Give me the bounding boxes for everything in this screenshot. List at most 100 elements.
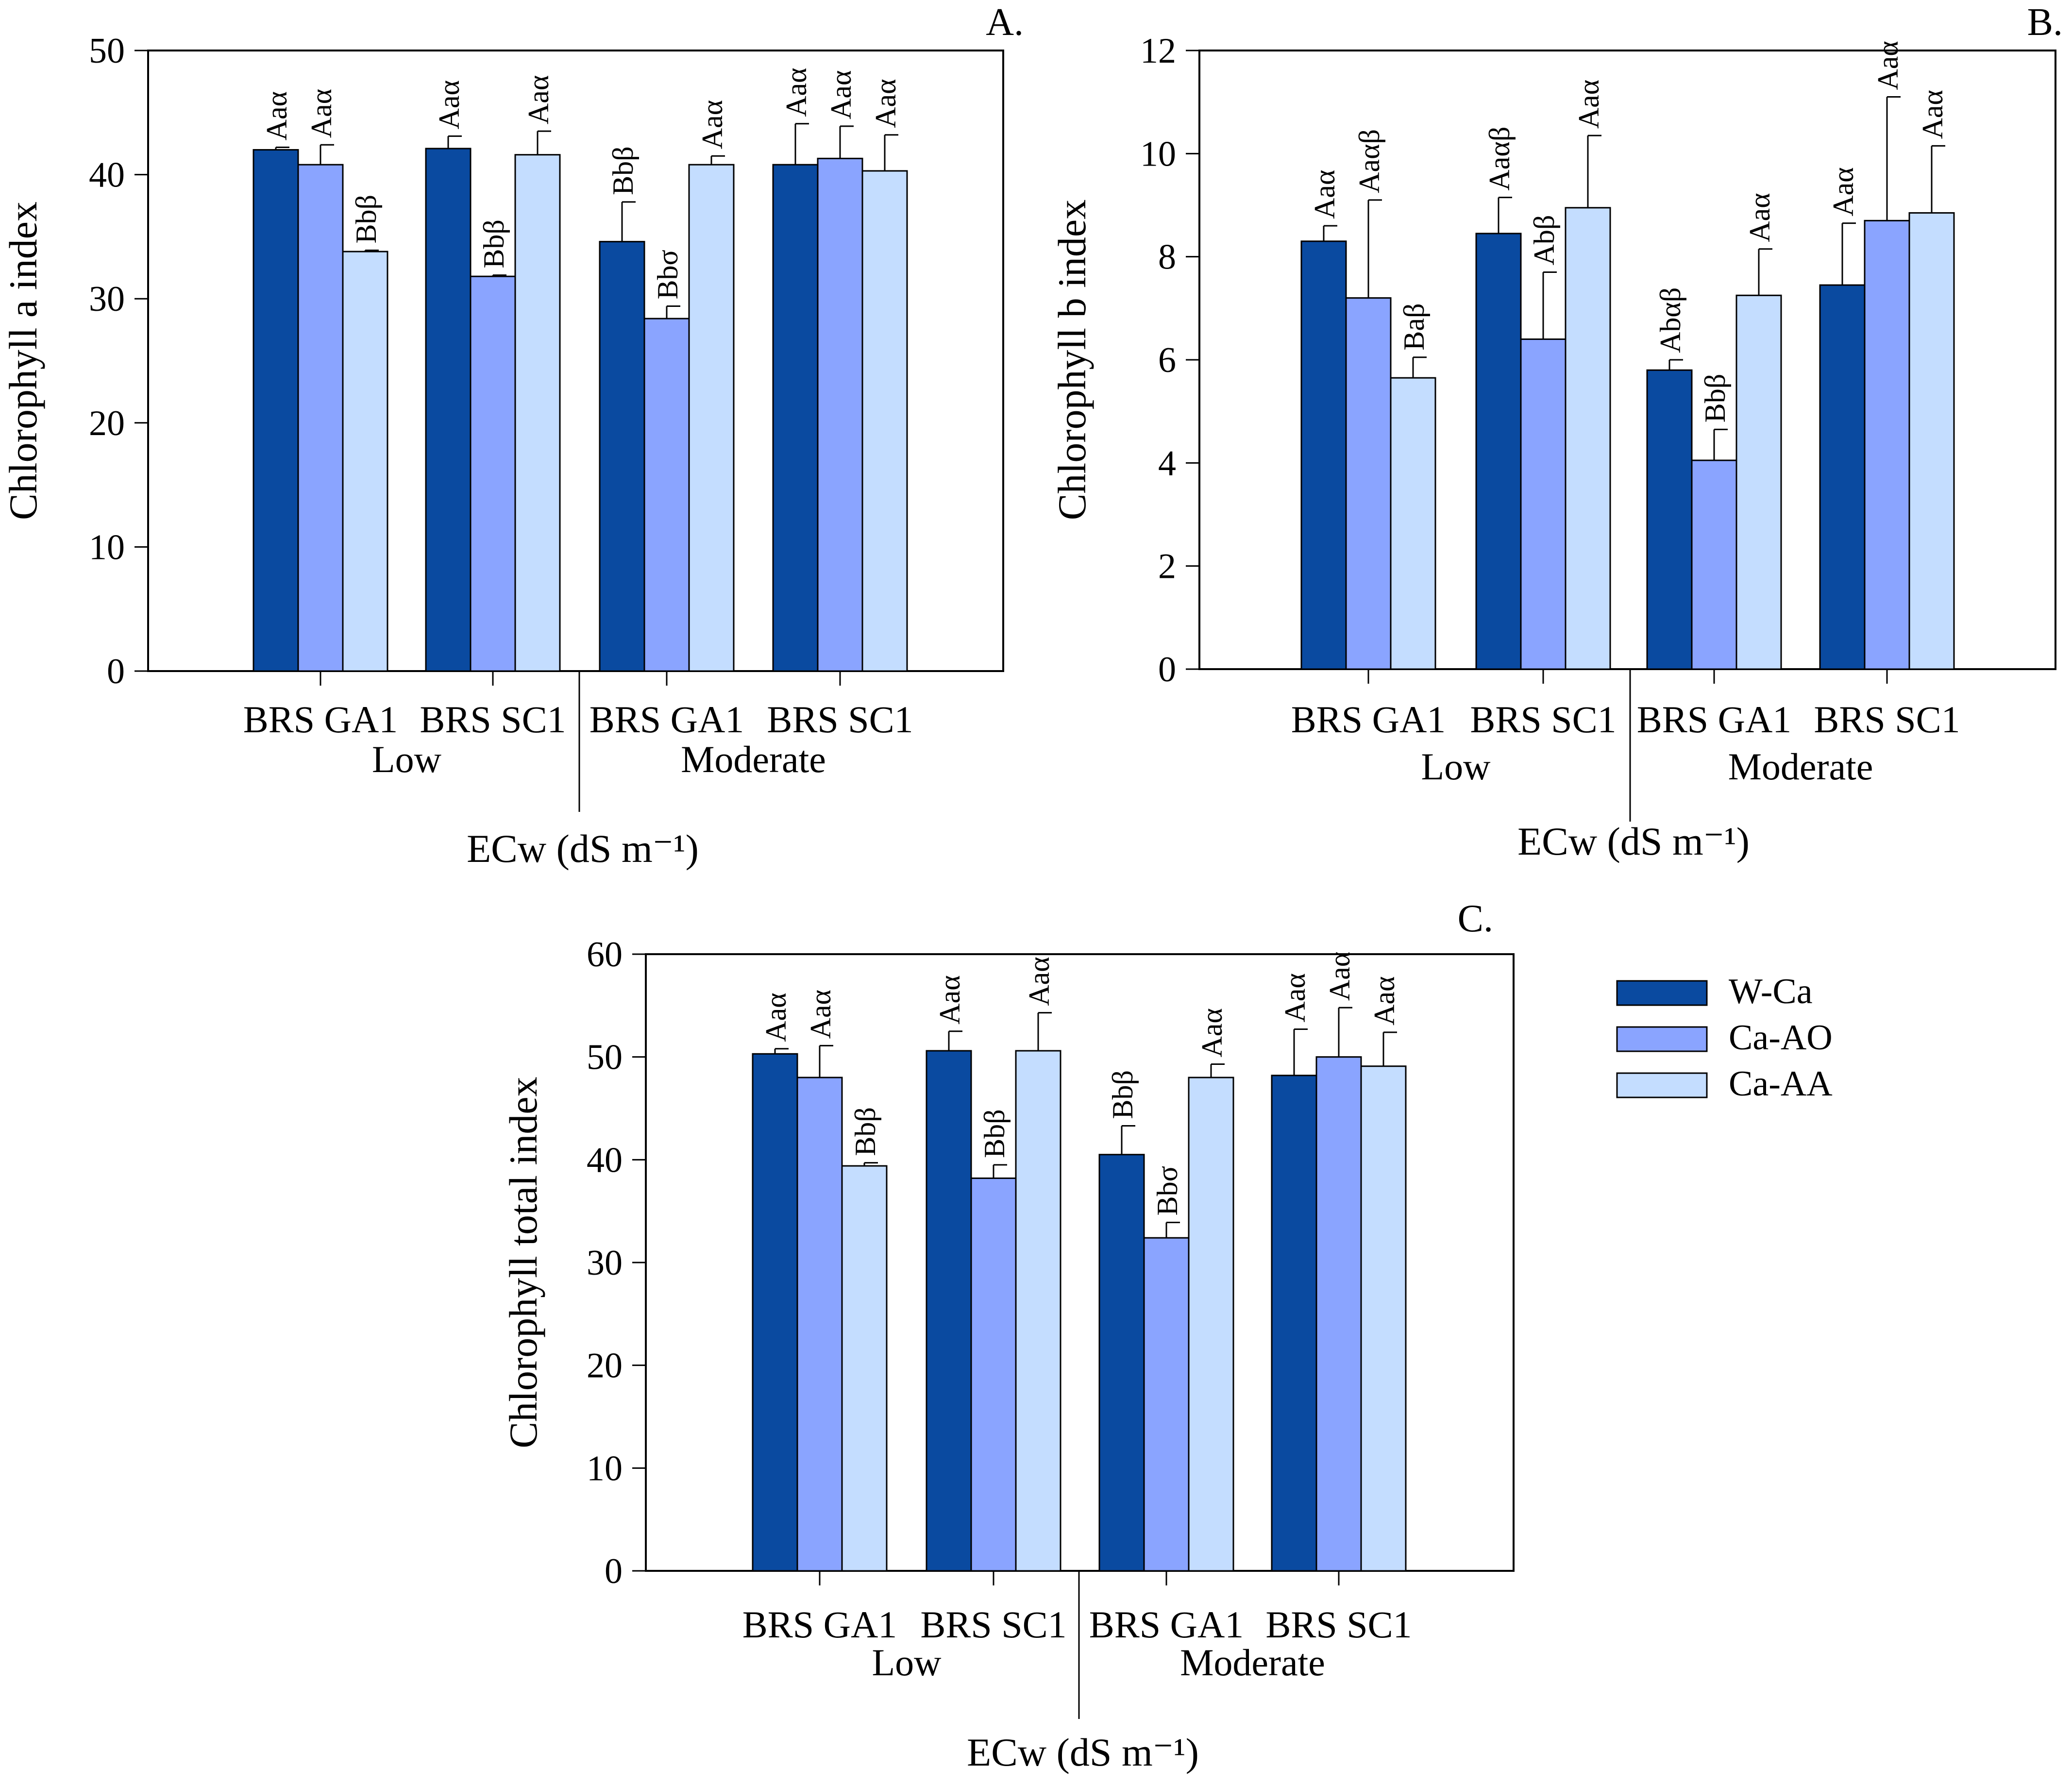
significance-label: Abαβ xyxy=(1654,287,1686,353)
bar-w-ca-2 xyxy=(926,1050,972,1572)
panel-b: 0 2 4 6 8 10 12 Chlorophyll b index B. Aaα Aaαβ Abα… xyxy=(1050,1,2063,863)
category-label: BRS GA1 xyxy=(1291,698,1446,741)
significance-label: Aaα xyxy=(760,993,792,1042)
error-bar xyxy=(1037,1012,1052,1051)
panel-a: 0 10 20 30 40 50 Chlorophyll a index A. Aaα Aaα Bb… xyxy=(1,1,1024,871)
group-label-moderate: Moderate xyxy=(1180,1641,1325,1684)
significance-label: Aaα xyxy=(1827,167,1859,216)
group-label-low: Low xyxy=(872,1641,942,1684)
bar-ca-ao-3 xyxy=(1143,1237,1190,1572)
error-bar xyxy=(774,1048,789,1054)
error-bar xyxy=(1165,1221,1180,1238)
bar-ca-ao-2 xyxy=(470,275,516,672)
significance-label: Aaα xyxy=(1573,80,1605,129)
legend-swatch-ca-ao xyxy=(1616,1026,1708,1052)
panel-label: A. xyxy=(986,1,1024,44)
bar-ca-ao-1 xyxy=(1345,297,1392,670)
category-label: BRS SC1 xyxy=(767,698,913,741)
significance-label: Aaαβ xyxy=(1483,127,1516,191)
group-label-low: Low xyxy=(1421,745,1491,788)
group-label-low: Low xyxy=(372,738,441,780)
significance-label: Aaα xyxy=(261,91,293,140)
significance-label: Bbβ xyxy=(978,1109,1011,1158)
y-tick-label: 40 xyxy=(587,1140,623,1180)
legend-label-ca-ao: Ca-AO xyxy=(1729,1018,1833,1058)
error-bar xyxy=(1338,1007,1352,1057)
bar-ca-aa-1 xyxy=(841,1165,888,1572)
group-label-moderate: Moderate xyxy=(1728,745,1873,788)
bar-ca-aa-3 xyxy=(688,164,735,672)
y-tick-label: 10 xyxy=(1140,134,1176,174)
bar-ca-ao-1 xyxy=(796,1077,843,1572)
bar-ca-ao-4 xyxy=(1864,219,1910,670)
error-bar xyxy=(1668,359,1683,370)
significance-label: Bbβ xyxy=(478,219,510,269)
y-tick-label: 20 xyxy=(89,404,125,443)
significance-label: Aaα xyxy=(934,975,966,1024)
bar-ca-aa-1 xyxy=(342,251,388,672)
error-bar xyxy=(320,144,334,165)
significance-label: Aaα xyxy=(870,79,902,128)
significance-label: Aaαβ xyxy=(1353,129,1385,193)
error-bar xyxy=(666,305,680,319)
significance-label: Bbβ xyxy=(849,1107,881,1156)
y-tick-label: 12 xyxy=(1140,31,1176,71)
panel-label: B. xyxy=(2027,1,2063,44)
y-tick-label: 20 xyxy=(587,1346,623,1386)
significance-label: Aaα xyxy=(1196,1008,1228,1057)
error-bar xyxy=(819,1044,833,1078)
significance-label: Aaα xyxy=(1324,952,1356,1001)
category-label: BRS SC1 xyxy=(1265,1603,1412,1646)
y-tick-label: 30 xyxy=(89,279,125,319)
error-bar xyxy=(1542,271,1557,339)
bar-w-ca-3 xyxy=(1646,369,1693,670)
significance-label: Bbβ xyxy=(1699,374,1731,423)
significance-label: Aaα xyxy=(1279,973,1311,1022)
bar-w-ca-3 xyxy=(599,241,645,672)
y-axis-title: Chlorophyll a index xyxy=(1,202,45,520)
error-bar xyxy=(1498,197,1512,234)
error-bar xyxy=(275,146,289,150)
significance-label: Bbβ xyxy=(350,195,382,244)
category-label: BRS SC1 xyxy=(420,698,566,741)
category-label: BRS GA1 xyxy=(742,1603,897,1646)
error-bar xyxy=(537,130,551,155)
y-axis-title: Chlorophyll total index xyxy=(501,1077,545,1448)
x-axis-title: ECw (dS m⁻¹) xyxy=(467,826,699,871)
bar-w-ca-4 xyxy=(1819,284,1866,670)
panel-c: 0 10 20 30 40 50 60 Chlorophyll total index C. Aa… xyxy=(501,897,1515,1774)
bar-w-ca-4 xyxy=(1271,1075,1317,1572)
bar-ca-aa-1 xyxy=(1390,377,1436,670)
error-bar xyxy=(1412,356,1427,378)
legend-label-ca-aa: Ca-AA xyxy=(1729,1064,1833,1104)
plot-frame xyxy=(147,50,1004,672)
bar-w-ca-1 xyxy=(253,149,299,672)
error-bar xyxy=(839,125,854,159)
bar-w-ca-4 xyxy=(772,164,819,672)
significance-label: Aaα xyxy=(1917,90,1949,139)
y-tick-label: 6 xyxy=(1158,340,1176,380)
x-axis-title: ECw (dS m⁻¹) xyxy=(1517,819,1750,863)
y-tick-label: 40 xyxy=(89,155,125,195)
bar-ca-aa-3 xyxy=(1188,1077,1234,1572)
category-label: BRS GA1 xyxy=(243,698,398,741)
significance-label: Aaα xyxy=(825,70,857,119)
y-tick-label: 4 xyxy=(1158,443,1176,483)
error-bar xyxy=(1587,135,1601,208)
bar-w-ca-3 xyxy=(1098,1154,1145,1572)
significance-label: Bbσ xyxy=(1151,1166,1183,1215)
significance-label: Aaα xyxy=(433,80,465,129)
bar-ca-aa-3 xyxy=(1735,294,1782,670)
group-label-moderate: Moderate xyxy=(681,738,826,780)
category-label: BRS GA1 xyxy=(1089,1603,1244,1646)
y-tick-label: 60 xyxy=(587,935,623,975)
category-label: BRS GA1 xyxy=(590,698,744,741)
bar-w-ca-1 xyxy=(752,1053,798,1572)
y-tick-label: 2 xyxy=(1158,547,1176,587)
y-tick-label: 8 xyxy=(1158,237,1176,277)
bar-ca-aa-2 xyxy=(1565,207,1611,670)
category-label: BRS SC1 xyxy=(1470,698,1616,741)
significance-label: Bbβ xyxy=(1107,1070,1139,1119)
